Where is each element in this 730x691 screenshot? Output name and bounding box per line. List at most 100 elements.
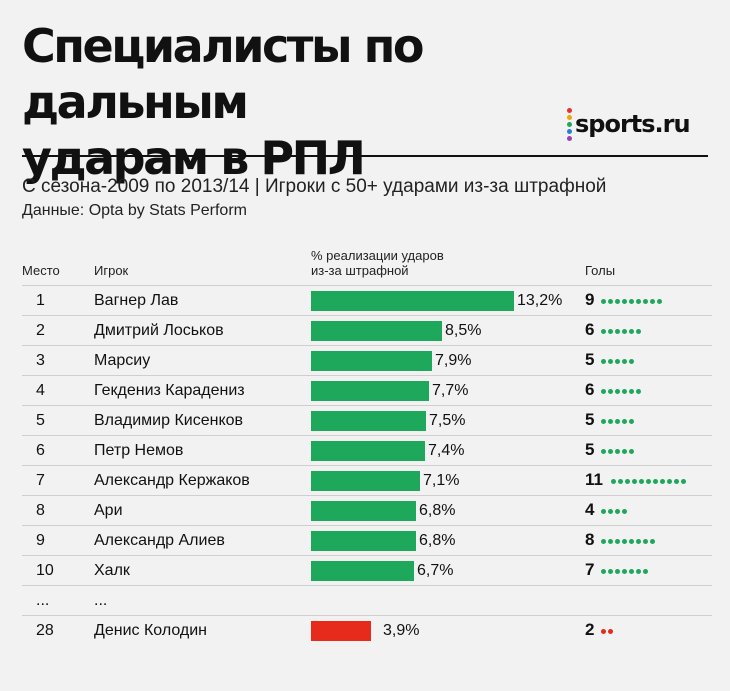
goal-dots xyxy=(601,628,615,635)
row-player: Ари xyxy=(94,502,123,519)
goal-dot xyxy=(667,479,672,484)
goal-dots xyxy=(601,328,643,335)
row-rank: 2 xyxy=(36,322,45,339)
goal-dot xyxy=(608,299,613,304)
row-rank: 8 xyxy=(36,502,45,519)
goal-dot xyxy=(608,509,613,514)
goal-dot xyxy=(629,419,634,424)
column-header-goals: Голы xyxy=(585,263,616,278)
row-player: Дмитрий Лоськов xyxy=(94,322,224,339)
goal-dots xyxy=(601,298,664,305)
goal-dot xyxy=(608,539,613,544)
table-row: 4 Гекдениз Карадениз 7,7% 6 xyxy=(22,375,712,406)
goal-dot xyxy=(636,299,641,304)
row-rank: 4 xyxy=(36,382,45,399)
table-row: 6 Петр Немов 7,4% 5 xyxy=(22,435,712,466)
bar xyxy=(311,411,426,431)
goal-dot xyxy=(601,329,606,334)
table-row: 9 Александр Алиев 6,8% 8 xyxy=(22,525,712,556)
goal-dot xyxy=(622,509,627,514)
goal-dot xyxy=(643,539,648,544)
goal-dot xyxy=(601,389,606,394)
goal-dot xyxy=(622,569,627,574)
logo-dot xyxy=(567,128,572,134)
goal-dots xyxy=(601,568,650,575)
goals-count: 5 xyxy=(585,350,595,369)
bar-value-label: 6,7% xyxy=(417,562,454,579)
goal-dot xyxy=(601,509,606,514)
bar-value-label: 7,7% xyxy=(432,382,469,399)
row-rank: 9 xyxy=(36,532,45,549)
row-rank: 3 xyxy=(36,352,45,369)
row-player: Гекдениз Карадениз xyxy=(94,382,245,399)
goal-dot xyxy=(636,329,641,334)
row-rank: 7 xyxy=(36,472,45,489)
goal-dot xyxy=(601,539,606,544)
goal-dot xyxy=(601,449,606,454)
goal-dot xyxy=(615,359,620,364)
goal-dot xyxy=(615,299,620,304)
table-row: ...... xyxy=(22,585,712,616)
goal-dot xyxy=(601,299,606,304)
table-row: 5 Владимир Кисенков 7,5% 5 xyxy=(22,405,712,436)
bar-value-label: 8,5% xyxy=(445,322,482,339)
goal-dot xyxy=(639,479,644,484)
page-title: Специалисты по дальным ударам в РПЛ xyxy=(22,18,542,186)
table-row: 10 Халк 6,7% 7 xyxy=(22,555,712,586)
title-divider xyxy=(22,155,708,157)
bar xyxy=(311,381,429,401)
bar-value-label: 13,2% xyxy=(517,292,563,309)
logo-dot xyxy=(567,107,572,113)
goal-dot xyxy=(608,389,613,394)
row-player: Марсиу xyxy=(94,352,151,369)
goal-dot xyxy=(629,449,634,454)
goal-dot xyxy=(629,359,634,364)
goal-dot xyxy=(653,479,658,484)
goal-dots xyxy=(611,478,688,485)
row-player: Владимир Кисенков xyxy=(94,412,244,429)
goal-dot xyxy=(632,479,637,484)
goal-dot xyxy=(615,539,620,544)
goal-dot xyxy=(615,569,620,574)
goal-dot xyxy=(615,419,620,424)
goal-dot xyxy=(636,539,641,544)
goal-dot xyxy=(622,389,627,394)
goal-dot xyxy=(608,419,613,424)
bar-value-label: 7,5% xyxy=(429,412,466,429)
row-player: Вагнер Лав xyxy=(94,292,179,309)
goal-dot xyxy=(629,389,634,394)
row-rank: ... xyxy=(36,592,50,609)
row-player: ... xyxy=(94,592,108,609)
goal-dot xyxy=(625,479,630,484)
goal-dot xyxy=(608,329,613,334)
goals-count: 7 xyxy=(585,560,595,579)
subtitle: С сезона-2009 по 2013/14 | Игроки с 50+ … xyxy=(22,176,607,197)
goal-dot xyxy=(615,449,620,454)
goal-dot xyxy=(629,539,634,544)
goals-count: 8 xyxy=(585,530,595,549)
table-row: 28 Денис Колодин 3,9% 2 xyxy=(22,615,712,646)
goal-dot xyxy=(629,569,634,574)
bar xyxy=(311,531,416,551)
goal-dot xyxy=(622,449,627,454)
row-rank: 6 xyxy=(36,442,45,459)
logo-text: sports.ru xyxy=(575,110,691,138)
goal-dot xyxy=(650,299,655,304)
goal-dot xyxy=(646,479,651,484)
column-header-rank: Место xyxy=(22,263,60,278)
goal-dot xyxy=(622,329,627,334)
bar-value-label: 7,9% xyxy=(435,352,472,369)
bar xyxy=(311,441,425,461)
column-header-pct-line-2: из-за штрафной xyxy=(311,263,409,278)
bar xyxy=(311,561,414,581)
goals-count: 5 xyxy=(585,440,595,459)
goals-count: 5 xyxy=(585,410,595,429)
goals-count: 6 xyxy=(585,380,595,399)
row-rank: 5 xyxy=(36,412,45,429)
sports-ru-logo: sports.ru xyxy=(567,106,691,142)
goal-dots xyxy=(601,388,643,395)
goal-dot xyxy=(608,449,613,454)
row-rank: 1 xyxy=(36,292,45,309)
title-line-2: ударам в РПЛ xyxy=(22,131,366,185)
title-line-1: Специалисты по дальным xyxy=(22,19,424,129)
